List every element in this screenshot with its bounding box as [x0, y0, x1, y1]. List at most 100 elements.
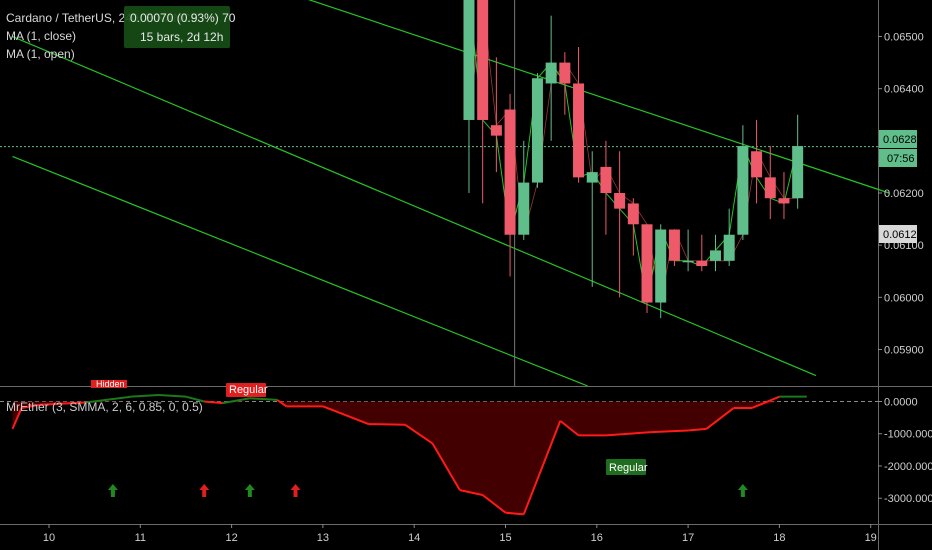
time-tick-label: 12: [225, 532, 237, 544]
hidden-label-box: [91, 380, 127, 388]
time-tick-label: 14: [408, 532, 420, 544]
candle-body: [586, 172, 598, 183]
candle-body: [723, 234, 735, 261]
candle-body: [531, 78, 543, 183]
ma-open-legend[interactable]: MA (1, open): [6, 47, 75, 61]
oscillator-tick-label: 0.0000: [884, 397, 918, 409]
bullish-arrow-icon: [244, 484, 255, 497]
current-price-badge: [879, 130, 917, 148]
countdown-badge: [879, 149, 917, 167]
oscillator-segment: [459, 489, 483, 496]
hidden-label: Hidden: [96, 379, 125, 389]
oscillator-segment: [688, 427, 707, 432]
oscillator-segment: [651, 429, 689, 434]
oscillator-segment: [368, 423, 406, 426]
oscillator-segment: [751, 395, 780, 409]
oscillator-segment: [276, 399, 287, 408]
oscillator: [0, 394, 878, 516]
candle-body: [641, 224, 653, 303]
oscillator-segment: [505, 511, 524, 516]
candle-body: [778, 198, 790, 204]
regular-top-label-box: [226, 383, 266, 397]
time-tick-label: 18: [773, 532, 785, 544]
bullish-arrow-icon: [107, 484, 118, 497]
price-tick-label: 0.06100: [884, 240, 924, 252]
price-tick-label: 0.05900: [884, 344, 924, 356]
crosshair-price-badge: [879, 225, 917, 243]
ma-close-legend[interactable]: MA (1, close): [6, 29, 76, 43]
regular-bottom-label-box: [606, 459, 646, 475]
candle-body: [751, 151, 763, 178]
range-tooltip: 15 bars, 2d 12h: [140, 30, 223, 44]
price-tick-label: 0.06000: [884, 292, 924, 304]
candle-body: [792, 146, 804, 199]
candle-body: [764, 177, 776, 199]
regular-bottom-label: Regular: [609, 462, 648, 474]
oscillator-segment: [605, 431, 652, 437]
candle-body: [682, 260, 694, 263]
oscillator-segment: [431, 442, 461, 491]
oscillator-segment: [204, 400, 223, 405]
candle-body: [627, 203, 639, 225]
candle-body: [696, 260, 708, 267]
indicator-title[interactable]: MrEther (3, SMMA, 2, 6, 0.85, 0, 0.5): [6, 400, 203, 414]
time-tick-label: 15: [499, 532, 511, 544]
candle-body: [668, 229, 680, 261]
current-price-label: 0.06289: [883, 134, 923, 146]
bearish-arrow-icon: [290, 484, 301, 497]
oscillator-segment: [559, 420, 580, 437]
oscillator-segment: [185, 395, 205, 403]
oscillator-axis-ticks: 0.0000 -1000.0000 -2000.0000 -3000.0000: [878, 397, 932, 505]
bearish-arrow-icon: [199, 484, 210, 497]
oscillator-segment: [158, 394, 187, 398]
oscillator-segment: [131, 394, 159, 398]
time-tick-label: 13: [317, 532, 329, 544]
countdown-label: 07:56: [887, 153, 915, 165]
oscillator-segment: [522, 420, 562, 515]
candle-body: [559, 62, 571, 84]
candle-body: [614, 193, 626, 209]
candles: [463, 0, 804, 319]
time-axis-ticks: 10 11 12 13 14 15 16 17 18 19: [43, 524, 877, 544]
range-tooltip-box: [124, 6, 230, 48]
candle-body: [518, 182, 530, 235]
candle-body: [477, 0, 489, 120]
crosshair-price-label: 0.06123: [883, 229, 923, 241]
oscillator-segment: [39, 401, 86, 406]
trendline: [12, 155, 588, 387]
oscillator-segment: [85, 395, 132, 404]
bullish-arrow-icon: [737, 484, 748, 497]
candle-body: [573, 83, 585, 178]
signal-arrows: [107, 484, 748, 497]
price-tick-label: 0.06200: [884, 188, 924, 200]
oscillator-segment: [249, 397, 278, 401]
oscillator-segment: [705, 407, 735, 430]
candle-body: [504, 109, 516, 235]
oscillator-segment: [21, 403, 41, 409]
candle-body: [709, 250, 721, 261]
time-tick-label: 17: [682, 532, 694, 544]
time-tick-label: 11: [135, 532, 146, 544]
price-change: 0.00070 (0.93%) 70: [130, 11, 236, 25]
regular-top-label: Regular: [229, 384, 268, 396]
trendline: [12, 35, 817, 377]
time-tick-label: 19: [865, 532, 877, 544]
time-tick-label: 16: [591, 532, 603, 544]
oscillator-tick-label: -2000.0000: [884, 461, 932, 473]
candle-body: [490, 125, 502, 136]
oscillator-tick-label: -3000.0000: [884, 493, 932, 505]
price-axis-ticks: 0.06500 0.06400 0.06200 0.06100 0.06000 0.059…: [878, 32, 924, 356]
price-tick-label: 0.06500: [884, 32, 924, 44]
oscillator-segment: [222, 397, 251, 405]
oscillator-tick-label: -1000.0000: [884, 429, 932, 441]
oscillator-segment: [404, 423, 434, 445]
oscillator-fill: [12, 401, 807, 515]
candle-body: [463, 0, 475, 120]
oscillator-segment: [482, 494, 507, 514]
time-tick-label: 10: [43, 532, 55, 544]
oscillator-segment: [11, 407, 23, 430]
candle-body: [737, 146, 749, 235]
candle-body: [600, 166, 612, 193]
candle-body: [655, 229, 667, 303]
